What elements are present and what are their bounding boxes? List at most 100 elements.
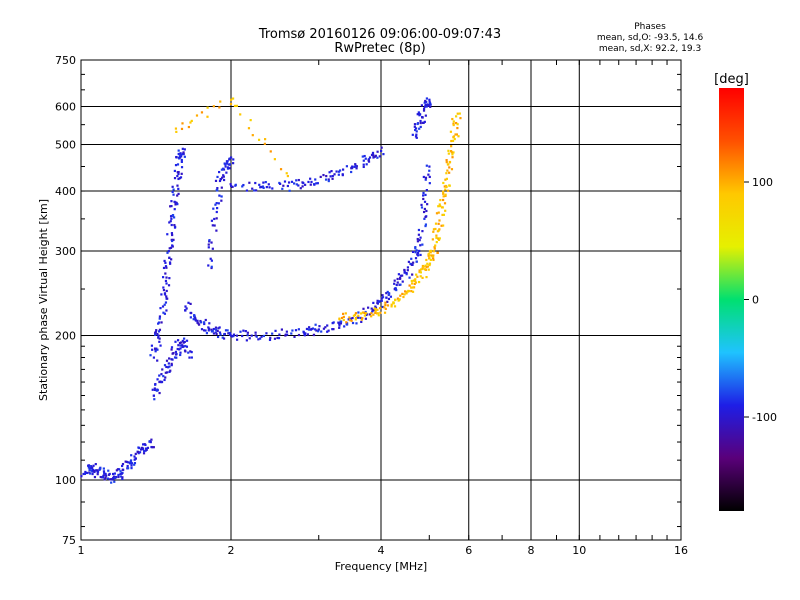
data-point-o [259,337,262,340]
data-point-o [209,257,212,260]
data-point-x [438,203,441,206]
data-point-x [404,290,407,293]
data-point-x [342,312,345,315]
y-axis-label: Stationary phase Virtual Height [km] [37,199,50,401]
data-point-o [364,317,367,320]
data-point-o [397,273,400,276]
data-point-x [363,311,366,315]
data-point-o [259,186,262,189]
data-point-o [163,293,167,296]
data-point-o [157,321,161,324]
data-point-o [160,381,163,384]
data-point-o [228,331,231,335]
data-point-x [453,137,456,141]
data-point-x [451,156,454,159]
data-point-x [450,145,453,148]
data-point-o [255,189,258,192]
y-tick-label: 600 [55,101,76,114]
data-point-o [162,286,165,289]
data-point-o [210,328,213,331]
data-point-o [310,327,313,331]
data-point-o [172,352,175,355]
data-point-o [407,260,410,263]
data-point-o [222,167,225,170]
data-point-o [414,247,417,250]
data-point-o [399,274,402,277]
data-point-o [376,156,379,159]
data-point-o [422,194,425,197]
data-point-o [165,295,168,298]
data-point-o [220,186,223,189]
data-point-x [444,178,447,181]
data-point-o [107,469,110,472]
data-point-o [297,184,300,187]
data-point-o [354,163,357,166]
data-point-o [317,328,320,331]
data-point-x [414,278,417,281]
data-point-o [357,316,360,319]
data-point-o [421,116,424,119]
data-point-o [260,185,263,189]
data-point-x [374,308,377,311]
data-point-o [141,448,144,451]
data-point-o [325,174,328,178]
data-point-o [372,156,375,159]
data-point-o [324,178,328,181]
data-point-o [361,155,364,158]
data-point-o [254,181,257,185]
data-point-o [93,469,96,473]
data-point-o [215,202,218,205]
data-point-o [130,467,133,470]
data-point-o [165,266,168,269]
data-point-o [174,340,177,343]
data-point-o [180,158,183,162]
data-point-o [373,155,376,158]
data-point-x [410,290,413,293]
data-point-o [415,130,418,133]
data-point-o [158,380,161,384]
data-point-o [176,347,179,351]
data-point-o [295,183,298,186]
x-axis-label: Frequency [MHz] [335,560,427,573]
data-point-o [327,329,330,332]
data-point-x [354,312,358,315]
data-point-o [82,472,85,476]
data-point-x [448,184,451,187]
data-point-x [413,282,416,286]
data-point-o [222,174,225,177]
data-point-o [190,356,193,359]
data-point-o [226,167,230,170]
data-point-x [376,308,379,311]
data-point-o [417,111,420,114]
chart-subtitle: RwPretec (8p) [334,41,426,56]
data-point-o [175,201,178,205]
data-point-o [427,173,430,176]
data-point-x [431,255,435,258]
data-point-x [370,315,373,318]
data-point-o [372,308,375,311]
data-point-o [324,326,327,329]
data-point-o [119,470,122,473]
data-point-o [312,333,316,337]
data-point-x [350,319,353,322]
data-point-x [444,194,447,198]
data-point-x [286,174,289,178]
data-point-x [457,135,460,138]
data-point-o [422,210,426,214]
data-point-o [297,333,301,337]
data-point-o [424,99,427,103]
y-tick-label: 100 [55,474,76,487]
data-point-o [104,476,107,480]
data-point-o [220,168,223,171]
data-point-o [419,121,422,125]
data-point-o [424,178,427,181]
data-point-o [139,448,143,451]
data-point-o [153,347,157,350]
y-tick-label: 200 [55,330,76,343]
data-point-o [185,307,188,310]
data-point-x [450,151,453,154]
data-point-o [239,330,242,333]
data-point-o [176,339,180,342]
data-point-o [427,103,431,106]
data-point-o [398,276,402,279]
